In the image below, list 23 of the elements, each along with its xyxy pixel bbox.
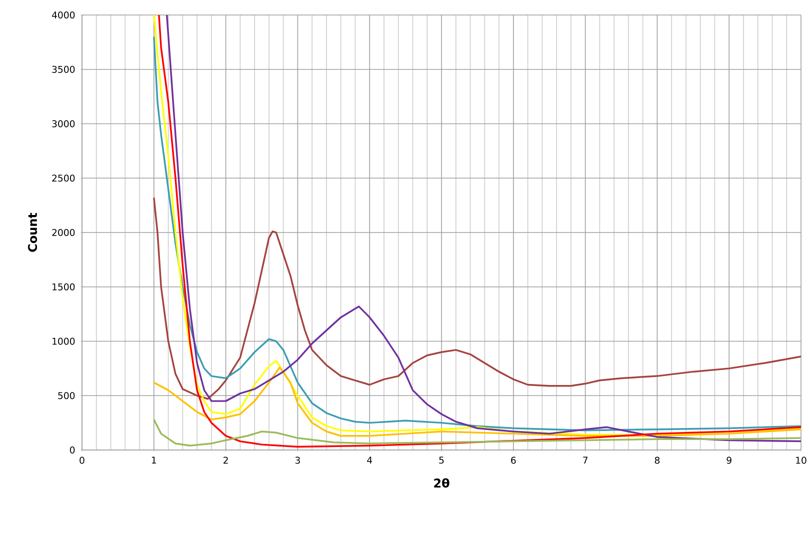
x-tick-label: 4	[367, 456, 372, 464]
x-tick-label: 0	[80, 456, 84, 464]
y-axis-title: Count	[28, 212, 38, 252]
y-tick-label: 4000	[52, 11, 75, 19]
x-tick-label: 7	[583, 456, 588, 464]
x-axis-title: 2θ	[434, 478, 450, 488]
y-tick-label: 1500	[52, 283, 75, 290]
y-tick-label: 500	[58, 392, 75, 400]
x-tick-label: 10	[796, 456, 806, 464]
x-tick-label: 6	[511, 456, 516, 464]
line-series	[153, 196, 802, 400]
x-tick-label: 9	[726, 456, 732, 464]
x-tick-label: 5	[439, 456, 444, 464]
y-tick-label: 2500	[52, 174, 75, 182]
x-tick-label: 3	[295, 456, 300, 464]
y-tick-label: 1000	[52, 338, 75, 345]
y-tick-label: 0	[70, 446, 75, 454]
y-tick-label: 2000	[52, 228, 75, 236]
y-tick-label: 3500	[52, 66, 75, 73]
x-tick-label: 8	[654, 456, 660, 464]
y-tick-label: 3000	[52, 120, 75, 128]
x-tick-label: 2	[224, 456, 228, 464]
x-tick-label: 1	[152, 456, 156, 464]
